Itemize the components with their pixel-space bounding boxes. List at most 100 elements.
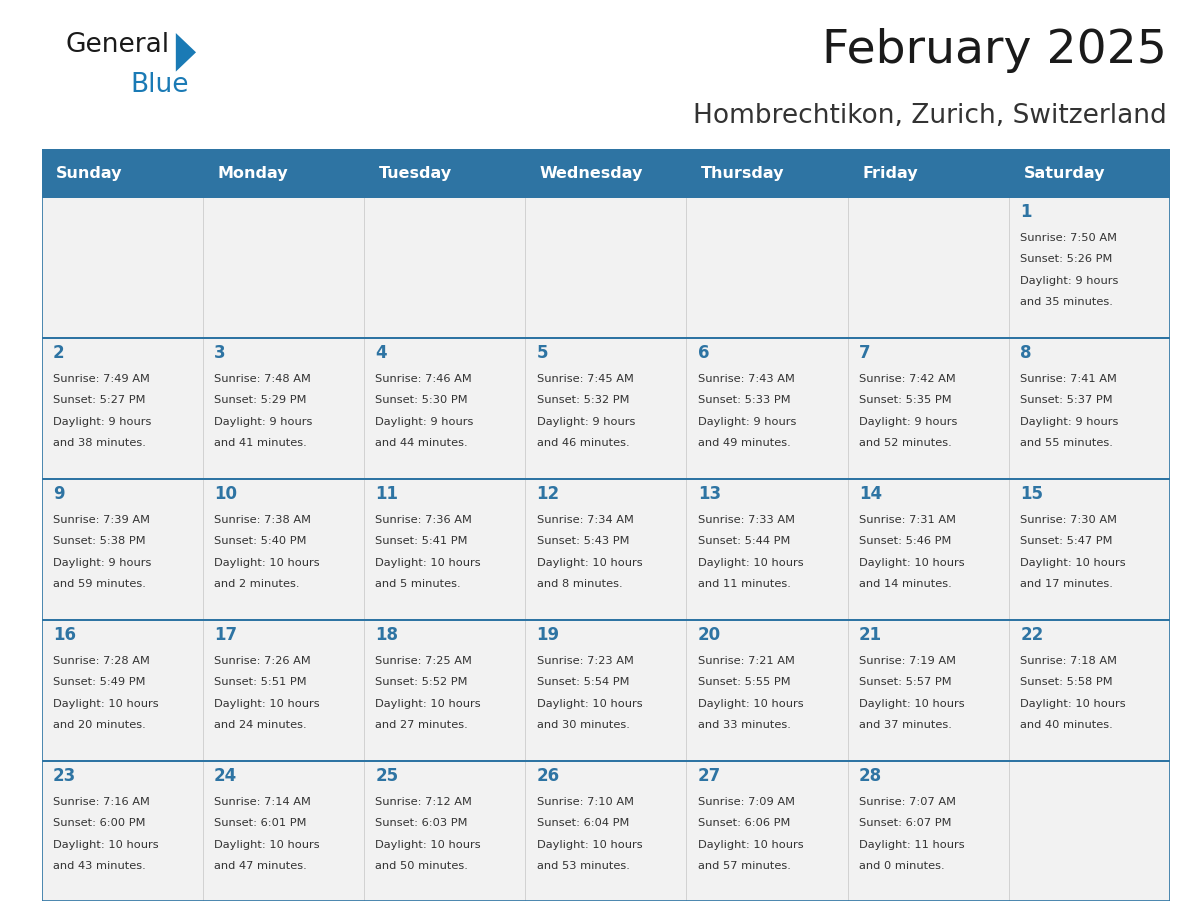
Text: Daylight: 10 hours: Daylight: 10 hours bbox=[537, 840, 643, 850]
Text: Sunrise: 7:16 AM: Sunrise: 7:16 AM bbox=[53, 797, 150, 807]
Bar bbox=[364, 338, 525, 478]
Text: 27: 27 bbox=[697, 767, 721, 785]
Text: Sunset: 5:32 PM: Sunset: 5:32 PM bbox=[537, 395, 630, 405]
Text: 16: 16 bbox=[53, 626, 76, 644]
Text: Daylight: 9 hours: Daylight: 9 hours bbox=[53, 558, 151, 567]
Text: Sunrise: 7:31 AM: Sunrise: 7:31 AM bbox=[859, 515, 956, 525]
Bar bbox=[848, 338, 1009, 478]
Text: 21: 21 bbox=[859, 626, 883, 644]
Text: Daylight: 10 hours: Daylight: 10 hours bbox=[537, 558, 643, 567]
Text: Sunrise: 7:43 AM: Sunrise: 7:43 AM bbox=[697, 374, 795, 384]
Bar bbox=[848, 478, 1009, 620]
Text: Sunset: 6:00 PM: Sunset: 6:00 PM bbox=[53, 818, 145, 828]
Bar bbox=[203, 196, 364, 338]
Text: Sunday: Sunday bbox=[56, 166, 122, 181]
Bar bbox=[1009, 760, 1170, 901]
Text: 10: 10 bbox=[214, 485, 238, 503]
Text: Daylight: 11 hours: Daylight: 11 hours bbox=[859, 840, 965, 850]
Text: 24: 24 bbox=[214, 767, 238, 785]
Text: 18: 18 bbox=[375, 626, 398, 644]
Text: 17: 17 bbox=[214, 626, 238, 644]
Text: and 33 minutes.: and 33 minutes. bbox=[697, 721, 791, 730]
Text: and 0 minutes.: and 0 minutes. bbox=[859, 861, 944, 871]
Text: and 43 minutes.: and 43 minutes. bbox=[53, 861, 146, 871]
Bar bbox=[1009, 478, 1170, 620]
Bar bbox=[203, 338, 364, 478]
Text: Daylight: 10 hours: Daylight: 10 hours bbox=[697, 699, 803, 709]
Text: Sunrise: 7:10 AM: Sunrise: 7:10 AM bbox=[537, 797, 633, 807]
Bar bbox=[203, 760, 364, 901]
Text: Sunrise: 7:09 AM: Sunrise: 7:09 AM bbox=[697, 797, 795, 807]
Bar bbox=[42, 338, 1170, 339]
Text: Sunrise: 7:26 AM: Sunrise: 7:26 AM bbox=[214, 655, 311, 666]
Text: Sunset: 5:55 PM: Sunset: 5:55 PM bbox=[697, 677, 790, 688]
Text: Daylight: 10 hours: Daylight: 10 hours bbox=[375, 558, 481, 567]
Bar bbox=[687, 760, 848, 901]
Bar bbox=[364, 760, 525, 901]
Text: Sunset: 5:38 PM: Sunset: 5:38 PM bbox=[53, 536, 145, 546]
Text: Sunset: 5:33 PM: Sunset: 5:33 PM bbox=[697, 395, 790, 405]
Bar bbox=[42, 478, 203, 620]
Text: Daylight: 9 hours: Daylight: 9 hours bbox=[214, 417, 312, 427]
Text: 12: 12 bbox=[537, 485, 560, 503]
Bar bbox=[1009, 338, 1170, 478]
Text: Wednesday: Wednesday bbox=[539, 166, 643, 181]
Text: Sunrise: 7:25 AM: Sunrise: 7:25 AM bbox=[375, 655, 472, 666]
Bar bbox=[42, 338, 203, 478]
Bar bbox=[364, 196, 525, 338]
Text: Daylight: 10 hours: Daylight: 10 hours bbox=[53, 840, 158, 850]
Text: Friday: Friday bbox=[862, 166, 918, 181]
Text: and 2 minutes.: and 2 minutes. bbox=[214, 579, 299, 589]
Text: 14: 14 bbox=[859, 485, 883, 503]
Bar bbox=[203, 478, 364, 620]
Bar bbox=[42, 620, 203, 760]
Text: Daylight: 10 hours: Daylight: 10 hours bbox=[214, 840, 320, 850]
Text: Sunrise: 7:41 AM: Sunrise: 7:41 AM bbox=[1020, 374, 1117, 384]
Bar bbox=[525, 760, 687, 901]
Text: Sunset: 6:07 PM: Sunset: 6:07 PM bbox=[859, 818, 952, 828]
Text: Daylight: 9 hours: Daylight: 9 hours bbox=[1020, 275, 1119, 285]
Text: Sunset: 6:06 PM: Sunset: 6:06 PM bbox=[697, 818, 790, 828]
Text: Daylight: 9 hours: Daylight: 9 hours bbox=[375, 417, 474, 427]
Text: Daylight: 9 hours: Daylight: 9 hours bbox=[1020, 417, 1119, 427]
Bar bbox=[687, 196, 848, 338]
Bar bbox=[848, 760, 1009, 901]
Text: Sunset: 5:58 PM: Sunset: 5:58 PM bbox=[1020, 677, 1113, 688]
Text: Daylight: 10 hours: Daylight: 10 hours bbox=[214, 699, 320, 709]
Bar bbox=[687, 620, 848, 760]
Text: Sunrise: 7:42 AM: Sunrise: 7:42 AM bbox=[859, 374, 956, 384]
Text: Sunset: 5:51 PM: Sunset: 5:51 PM bbox=[214, 677, 307, 688]
Text: Daylight: 10 hours: Daylight: 10 hours bbox=[537, 699, 643, 709]
Text: Daylight: 9 hours: Daylight: 9 hours bbox=[859, 417, 958, 427]
Text: and 20 minutes.: and 20 minutes. bbox=[53, 721, 146, 730]
Text: Daylight: 9 hours: Daylight: 9 hours bbox=[537, 417, 634, 427]
Text: Sunrise: 7:45 AM: Sunrise: 7:45 AM bbox=[537, 374, 633, 384]
Bar bbox=[203, 620, 364, 760]
Bar bbox=[364, 478, 525, 620]
Text: Sunrise: 7:34 AM: Sunrise: 7:34 AM bbox=[537, 515, 633, 525]
Bar bbox=[687, 338, 848, 478]
Text: 20: 20 bbox=[697, 626, 721, 644]
Text: Daylight: 10 hours: Daylight: 10 hours bbox=[375, 840, 481, 850]
Text: 1: 1 bbox=[1020, 203, 1031, 221]
Bar bbox=[42, 760, 1170, 762]
Text: Sunrise: 7:33 AM: Sunrise: 7:33 AM bbox=[697, 515, 795, 525]
Bar bbox=[848, 620, 1009, 760]
Text: 15: 15 bbox=[1020, 485, 1043, 503]
Text: Sunrise: 7:38 AM: Sunrise: 7:38 AM bbox=[214, 515, 311, 525]
Text: and 24 minutes.: and 24 minutes. bbox=[214, 721, 307, 730]
Text: and 52 minutes.: and 52 minutes. bbox=[859, 438, 952, 448]
Bar bbox=[525, 478, 687, 620]
Text: 28: 28 bbox=[859, 767, 883, 785]
Text: and 49 minutes.: and 49 minutes. bbox=[697, 438, 790, 448]
Text: February 2025: February 2025 bbox=[822, 28, 1167, 73]
Bar bbox=[42, 760, 203, 901]
Text: Sunset: 5:35 PM: Sunset: 5:35 PM bbox=[859, 395, 952, 405]
Text: Sunset: 6:04 PM: Sunset: 6:04 PM bbox=[537, 818, 628, 828]
Text: 11: 11 bbox=[375, 485, 398, 503]
Text: 3: 3 bbox=[214, 344, 226, 362]
Text: Thursday: Thursday bbox=[701, 166, 784, 181]
Text: Sunset: 5:27 PM: Sunset: 5:27 PM bbox=[53, 395, 145, 405]
Text: Sunrise: 7:18 AM: Sunrise: 7:18 AM bbox=[1020, 655, 1117, 666]
Text: and 59 minutes.: and 59 minutes. bbox=[53, 579, 146, 589]
